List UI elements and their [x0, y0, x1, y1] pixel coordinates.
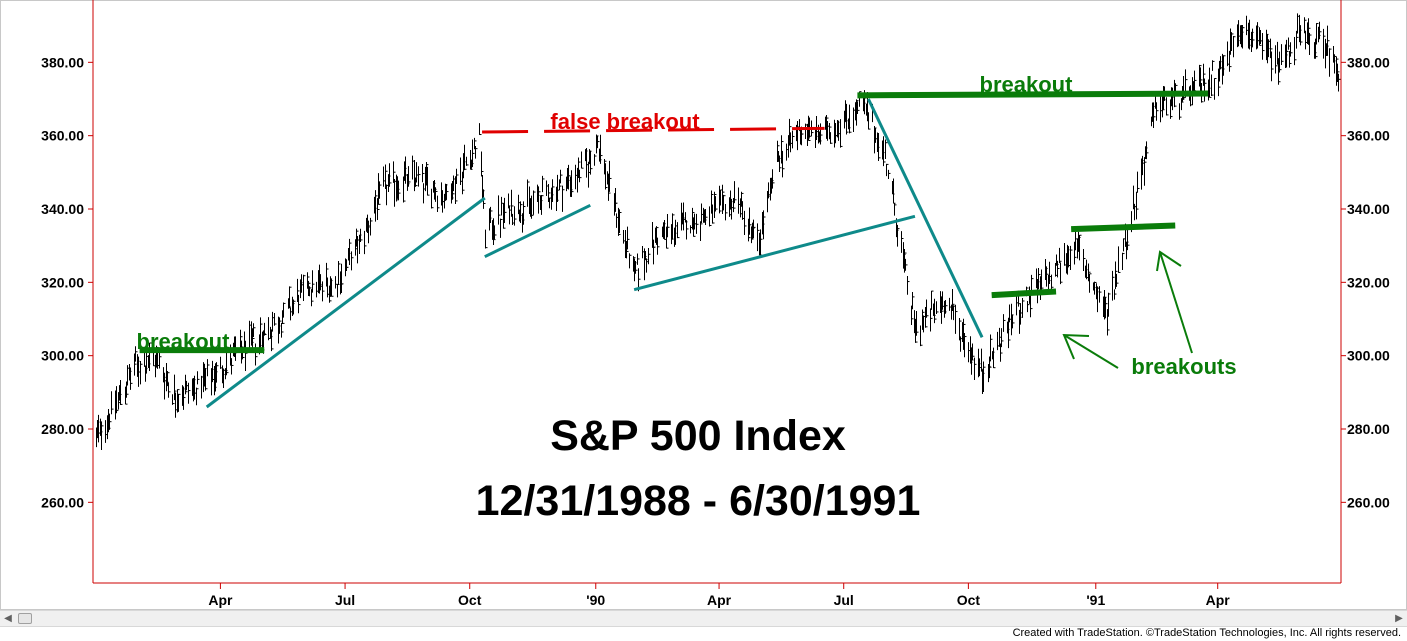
- annotation-breakouts: breakouts: [1131, 354, 1236, 379]
- x-tick-label: Apr: [208, 592, 233, 608]
- y-tick-label-left: 260.00: [41, 494, 84, 510]
- arrow-head-left: [1062, 333, 1090, 360]
- price-bars: [96, 13, 1341, 451]
- y-tick-label-right: 300.00: [1347, 348, 1390, 364]
- y-tick-label-left: 320.00: [41, 274, 84, 290]
- annotation-breakout-top: breakout: [980, 72, 1074, 97]
- x-tick-label: '91: [1086, 592, 1105, 608]
- y-tick-label-right: 320.00: [1347, 274, 1390, 290]
- breakout-line: [991, 288, 1057, 299]
- support-trendline: [484, 203, 591, 259]
- x-tick-label: Apr: [1206, 592, 1231, 608]
- x-tick-label: Oct: [957, 592, 981, 608]
- arrow-head-right: [1156, 250, 1182, 272]
- y-tick-label-right: 360.00: [1347, 128, 1390, 144]
- x-tick-label: Jul: [834, 592, 854, 608]
- x-tick-label: Jul: [335, 592, 355, 608]
- x-tick-label: '90: [586, 592, 605, 608]
- x-tick-label: Oct: [458, 592, 482, 608]
- trendlines: [139, 90, 1209, 409]
- breakout-line: [857, 90, 1209, 99]
- breakout-arrows: [1062, 250, 1193, 369]
- y-tick-label-right: 280.00: [1347, 421, 1390, 437]
- y-axis-left: 260.00 280.00 300.00 320.00 340.00 360.00 380.…: [41, 54, 93, 510]
- y-tick-label-left: 380.00: [41, 54, 84, 70]
- arrow-line-right: [1159, 251, 1193, 354]
- annotation-breakout-left: breakout: [137, 329, 231, 354]
- scroll-left-arrow-icon[interactable]: ◀: [4, 613, 12, 624]
- y-tick-label-left: 340.00: [41, 201, 84, 217]
- support-trendline: [867, 98, 984, 338]
- support-trendline: [205, 196, 486, 409]
- chart-subtitle: 12/31/1988 - 6/30/1991: [476, 477, 921, 525]
- chart-title: S&P 500 Index: [550, 412, 846, 460]
- copyright-footer: Created with TradeStation. ©TradeStation…: [1012, 627, 1401, 639]
- scroll-right-arrow-icon[interactable]: ▶: [1395, 613, 1403, 624]
- y-tick-label-right: 380.00: [1347, 54, 1390, 70]
- y-tick-label-left: 360.00: [41, 128, 84, 144]
- scroll-thumb[interactable]: [18, 613, 32, 624]
- x-axis: Apr Jul Oct '90 Apr Jul Oct '91 Apr: [208, 583, 1230, 608]
- y-axis-right: 260.00 280.00 300.00 320.00 340.00 360.00 380.…: [1341, 54, 1390, 510]
- x-tick-label: Apr: [707, 592, 732, 608]
- breakout-line: [1071, 222, 1176, 233]
- y-tick-label-right: 340.00: [1347, 201, 1390, 217]
- price-chart: 260.00 280.00 300.00 320.00 340.00 360.00 380.…: [0, 0, 1407, 610]
- annotation-false-breakout: false breakout: [550, 109, 700, 134]
- false-breakout-line: [482, 126, 825, 134]
- arrow-line-left: [1063, 334, 1119, 369]
- y-tick-label-left: 280.00: [41, 421, 84, 437]
- support-trendline: [633, 214, 916, 292]
- y-tick-label-left: 300.00: [41, 348, 84, 364]
- y-tick-label-right: 260.00: [1347, 494, 1390, 510]
- horizontal-scrollbar[interactable]: ◀ ▶: [0, 610, 1407, 627]
